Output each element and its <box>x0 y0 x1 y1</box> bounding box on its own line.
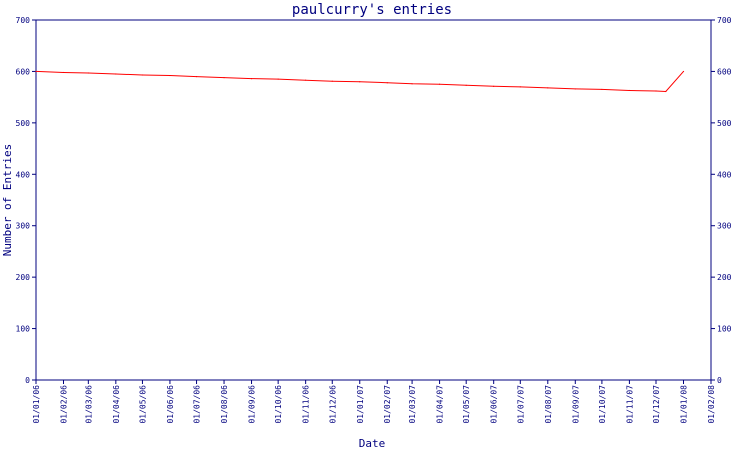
y-tick-label-right: 400 <box>717 170 732 179</box>
y-tick-label-left: 0 <box>25 376 30 385</box>
y-tick-label-right: 600 <box>717 67 732 76</box>
x-tick-label: 01/12/06 <box>328 385 337 424</box>
plot-frame <box>35 19 712 381</box>
data-point <box>141 74 144 76</box>
x-tick-label: 01/04/06 <box>112 385 121 424</box>
data-point <box>682 70 685 73</box>
y-tick-label-right: 700 <box>717 16 732 25</box>
data-point <box>519 86 521 88</box>
x-tick-label: 01/06/06 <box>166 385 175 424</box>
y-tick-label-left: 400 <box>16 170 31 179</box>
y-tick-label-right: 100 <box>717 325 732 334</box>
data-point <box>438 83 441 85</box>
data-point <box>169 74 171 77</box>
x-tick-label: 01/07/07 <box>516 385 525 424</box>
y-ticks-right: 0 100 200 300 400 500 600 700 <box>711 16 732 385</box>
x-tick-label: 01/07/06 <box>193 385 202 424</box>
x-tick-label: 01/08/07 <box>544 385 553 424</box>
chart-title: paulcurry's entries <box>292 2 452 18</box>
x-tick-label: 01/05/06 <box>138 385 147 424</box>
x-tick-label: 01/08/06 <box>220 385 229 424</box>
x-tick-label: 01/04/07 <box>436 385 445 424</box>
data-point <box>547 87 549 89</box>
x-tick-label: 01/02/06 <box>59 385 68 424</box>
data-point <box>331 80 333 82</box>
data-point <box>465 84 467 86</box>
data-point <box>87 72 89 74</box>
data-point <box>601 88 603 91</box>
x-tick-label: 01/02/08 <box>707 385 716 424</box>
x-tick-label: 01/10/06 <box>274 385 283 424</box>
x-tick-label: 01/10/07 <box>598 385 607 424</box>
y-tick-label-right: 300 <box>717 222 732 231</box>
data-point <box>574 88 576 90</box>
y-axis-label: Number of Entries <box>1 144 14 257</box>
data-point <box>386 82 388 84</box>
data-point <box>62 71 65 74</box>
series-line <box>35 70 684 93</box>
series-group <box>35 70 685 93</box>
data-point <box>411 83 413 85</box>
y-tick-label-right: 0 <box>717 376 722 385</box>
data-point <box>665 90 667 93</box>
data-point <box>223 77 225 79</box>
data-point <box>115 73 117 75</box>
x-tick-label: 01/06/07 <box>490 385 499 424</box>
y-tick-label-right: 500 <box>717 119 732 128</box>
data-point <box>277 78 279 80</box>
x-tick-label: 01/01/06 <box>32 385 41 424</box>
y-tick-label-left: 600 <box>16 67 31 76</box>
x-tick-label: 01/03/07 <box>408 385 417 424</box>
y-tick-label-left: 700 <box>16 16 31 25</box>
x-tick-label: 01/01/07 <box>356 385 365 424</box>
y-tick-label-left: 300 <box>16 222 31 231</box>
y-tick-label-left: 200 <box>16 273 31 282</box>
data-point <box>35 70 37 73</box>
y-tick-label-left: 100 <box>16 325 31 334</box>
x-tick-label: 01/11/06 <box>302 385 311 424</box>
data-point <box>359 81 361 83</box>
x-tick-label: 01/09/06 <box>248 385 257 424</box>
x-tick-label: 01/11/07 <box>625 385 634 424</box>
data-point <box>628 89 630 92</box>
x-tick-label: 01/09/07 <box>571 385 580 424</box>
x-axis-label: Date <box>359 437 386 450</box>
y-tick-label-left: 500 <box>16 119 31 128</box>
x-tick-label: 01/03/06 <box>84 385 93 424</box>
x-tick-label: 01/02/07 <box>383 385 392 424</box>
data-point <box>195 75 198 78</box>
data-point <box>655 90 657 92</box>
data-point <box>493 85 495 87</box>
y-tick-label-right: 200 <box>717 273 732 282</box>
y-ticks-left: 0 100 200 300 400 500 600 700 <box>16 16 36 385</box>
data-point <box>250 78 253 80</box>
x-tick-label: 01/05/07 <box>462 385 471 424</box>
data-point <box>305 79 307 81</box>
x-ticks: 01/01/06 01/02/06 01/03/06 01/04/06 01/05/06… <box>32 380 716 424</box>
x-tick-label: 01/12/07 <box>652 385 661 424</box>
x-tick-label: 01/01/08 <box>680 385 689 424</box>
